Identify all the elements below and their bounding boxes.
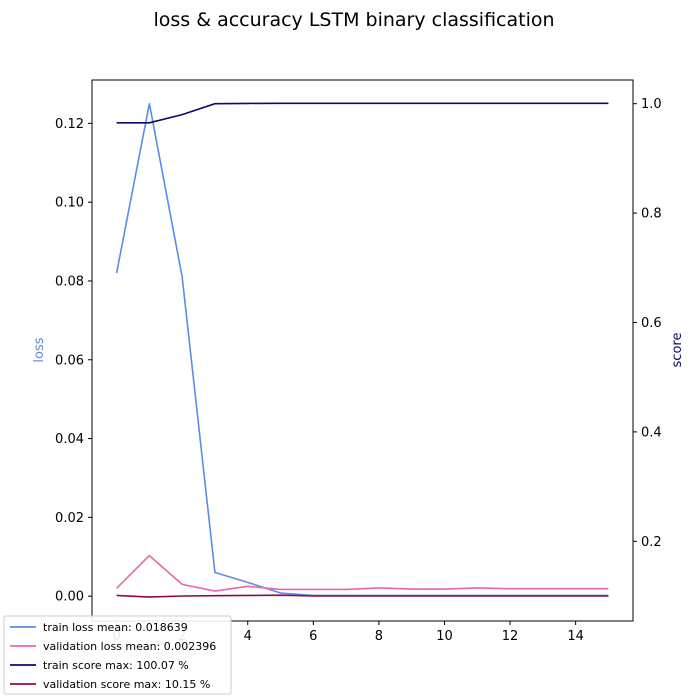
y-left-tick-label: 0.02	[55, 511, 84, 526]
y-right-tick-label: 1.0	[641, 97, 662, 112]
x-tick-label: 12	[502, 629, 519, 644]
y-right-axis-label: score	[670, 333, 685, 368]
series-line-2	[116, 102, 609, 124]
legend-label-0: train loss mean: 0.018639	[43, 621, 188, 634]
y-left-tick-label: 0.00	[55, 590, 84, 605]
y-right-tick-label: 0.8	[641, 207, 662, 222]
y-left-tick-label: 0.06	[55, 353, 84, 368]
x-tick-label: 6	[309, 629, 317, 644]
y-left-tick-label: 0.12	[55, 117, 84, 132]
x-tick-label: 4	[244, 629, 252, 644]
plot-frame	[91, 79, 634, 622]
legend-label-1: validation loss mean: 0.002396	[43, 640, 216, 653]
y-left-tick-label: 0.08	[55, 274, 84, 289]
legend-items: train loss mean: 0.018639 validation loss…	[10, 621, 216, 691]
legend-frame	[3, 615, 232, 695]
y-right-tick-label: 0.2	[641, 535, 662, 550]
series-line-3	[116, 594, 609, 598]
y-left-tick-label: 0.10	[55, 196, 84, 211]
series-line-1	[116, 554, 609, 592]
legend-label-2: train score max: 100.07 %	[43, 659, 189, 672]
y-right-axis-ticks: 0.2 0.4 0.6 0.8 1.0	[633, 97, 662, 550]
y-left-axis-ticks: 0.00 0.02 0.04 0.06 0.08 0.10 0.12	[55, 117, 92, 605]
plot-lines	[115, 102, 609, 598]
legend: train loss mean: 0.018639 validation loss…	[3, 615, 232, 695]
x-tick-label: 14	[567, 629, 584, 644]
x-tick-label: 10	[436, 629, 453, 644]
x-tick-label: 8	[375, 629, 383, 644]
y-right-tick-label: 0.6	[641, 316, 662, 331]
chart-title: loss & accuracy LSTM binary classificati…	[153, 9, 554, 31]
legend-label-3: validation score max: 10.15 %	[43, 678, 210, 691]
y-left-tick-label: 0.04	[55, 432, 84, 447]
y-right-tick-label: 0.4	[641, 425, 662, 440]
series-line-0	[115, 102, 609, 597]
y-left-axis-label: loss	[32, 337, 47, 362]
